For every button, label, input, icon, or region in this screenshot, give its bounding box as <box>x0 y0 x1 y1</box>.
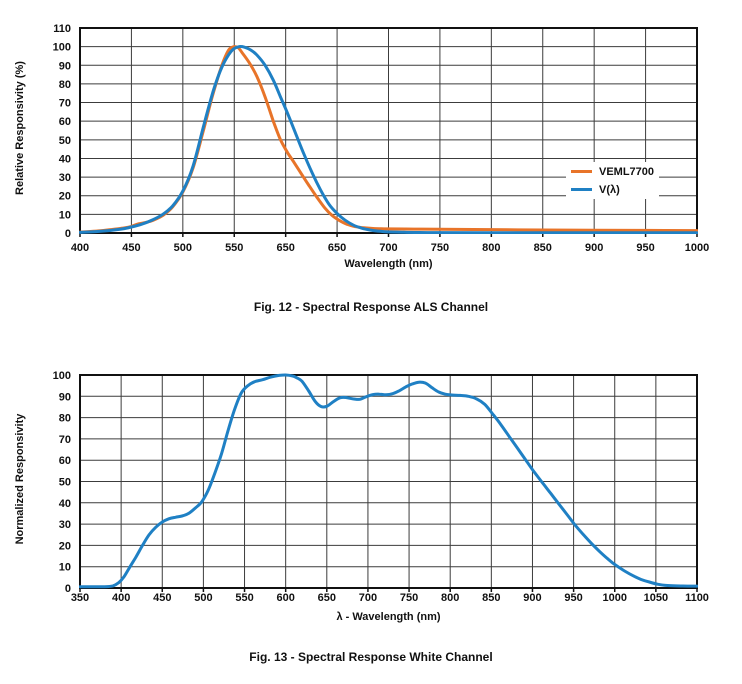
x-tick-label: 650 <box>328 242 346 254</box>
x-tick-label: 550 <box>235 592 253 604</box>
y-tick-label: 70 <box>59 434 71 446</box>
plot-border <box>79 374 698 589</box>
y-tick-label: 60 <box>59 116 71 128</box>
x-tick-label: 400 <box>71 242 89 254</box>
y-tick-label: 50 <box>59 477 71 489</box>
x-tick-label: 750 <box>431 242 449 254</box>
x-tick-label: 450 <box>122 242 140 254</box>
legend-entry-v-lambda: V(λ) <box>571 182 654 197</box>
x-tick-label: 400 <box>112 592 130 604</box>
y-tick-label: 20 <box>59 540 71 552</box>
y-tick-label: 80 <box>59 79 71 91</box>
y-tick-label: 60 <box>59 455 71 467</box>
white-chart-y-axis-title: Normalized Responsivity <box>14 413 26 545</box>
x-tick-label: 1050 <box>644 592 668 604</box>
x-tick-label: 1100 <box>685 592 709 604</box>
white-chart-x-axis-title: λ - Wavelength (nm) <box>336 611 441 623</box>
x-tick-label: 500 <box>194 592 212 604</box>
y-tick-label: 0 <box>65 583 71 595</box>
x-tick-label: 950 <box>564 592 582 604</box>
x-tick-label: 450 <box>153 592 171 604</box>
y-tick-label: 10 <box>59 562 71 574</box>
als-spectral-response-chart: 400 450 500 550 650 650 700 750 800 850 900 950 1000… <box>53 23 710 254</box>
y-tick-label: 40 <box>59 153 71 165</box>
y-tick-label: 70 <box>59 98 71 110</box>
y-tick-label: 90 <box>59 391 71 403</box>
figure-13-caption: Fig. 13 - Spectral Response White Channe… <box>249 650 493 664</box>
x-tick-label: 1000 <box>685 242 709 254</box>
y-tick-label: 90 <box>59 60 71 72</box>
legend-entry-veml7700: VEML7700 <box>571 164 654 179</box>
veml7700-line-swatch <box>571 170 592 173</box>
x-tick-label: 700 <box>379 242 397 254</box>
y-tick-label: 110 <box>53 23 71 35</box>
x-tick-label: 700 <box>359 592 377 604</box>
y-tick-label: 80 <box>59 413 71 425</box>
als-chart-legend: VEML7700 V(λ) <box>566 162 660 199</box>
als-chart-y-axis-title: Relative Responsivity (%) <box>14 61 26 195</box>
x-tick-label: 800 <box>441 592 459 604</box>
x-tick-label: 650 <box>276 242 294 254</box>
series-line-0 <box>79 373 698 589</box>
y-tick-label: 50 <box>59 135 71 147</box>
veml7700-legend-label: VEML7700 <box>599 165 655 178</box>
v-lambda-legend-label: V(λ) <box>599 183 620 196</box>
x-tick-label: 650 <box>318 592 336 604</box>
y-tick-label: 100 <box>53 42 71 54</box>
x-tick-label: 350 <box>71 592 89 604</box>
y-tick-label: 20 <box>59 191 71 203</box>
x-tick-label: 900 <box>585 242 603 254</box>
x-tick-label: 800 <box>482 242 500 254</box>
y-tick-label: 30 <box>59 172 71 184</box>
v-lambda-line-swatch <box>571 188 592 191</box>
x-tick-label: 550 <box>225 242 243 254</box>
x-tick-label: 850 <box>534 242 552 254</box>
figure-12-caption: Fig. 12 - Spectral Response ALS Channel <box>253 300 489 314</box>
y-tick-label: 10 <box>59 209 71 221</box>
x-tick-label: 850 <box>482 592 500 604</box>
x-tick-label: 900 <box>523 592 541 604</box>
white-spectral-response-chart: 350 400 450 500 550 600 650 700 750 800 850 900 950 1… <box>53 370 709 604</box>
x-tick-label: 950 <box>636 242 654 254</box>
x-tick-label: 750 <box>400 592 418 604</box>
als-chart-x-axis-title: Wavelength (nm) <box>344 258 433 270</box>
y-tick-label: 30 <box>59 519 71 531</box>
y-tick-label: 0 <box>65 228 71 240</box>
y-tick-label: 40 <box>59 498 71 510</box>
x-tick-label: 600 <box>276 592 294 604</box>
series-line-1 <box>79 45 698 234</box>
y-tick-label: 100 <box>53 370 71 382</box>
x-tick-label: 1000 <box>602 592 626 604</box>
x-tick-label: 500 <box>174 242 192 254</box>
